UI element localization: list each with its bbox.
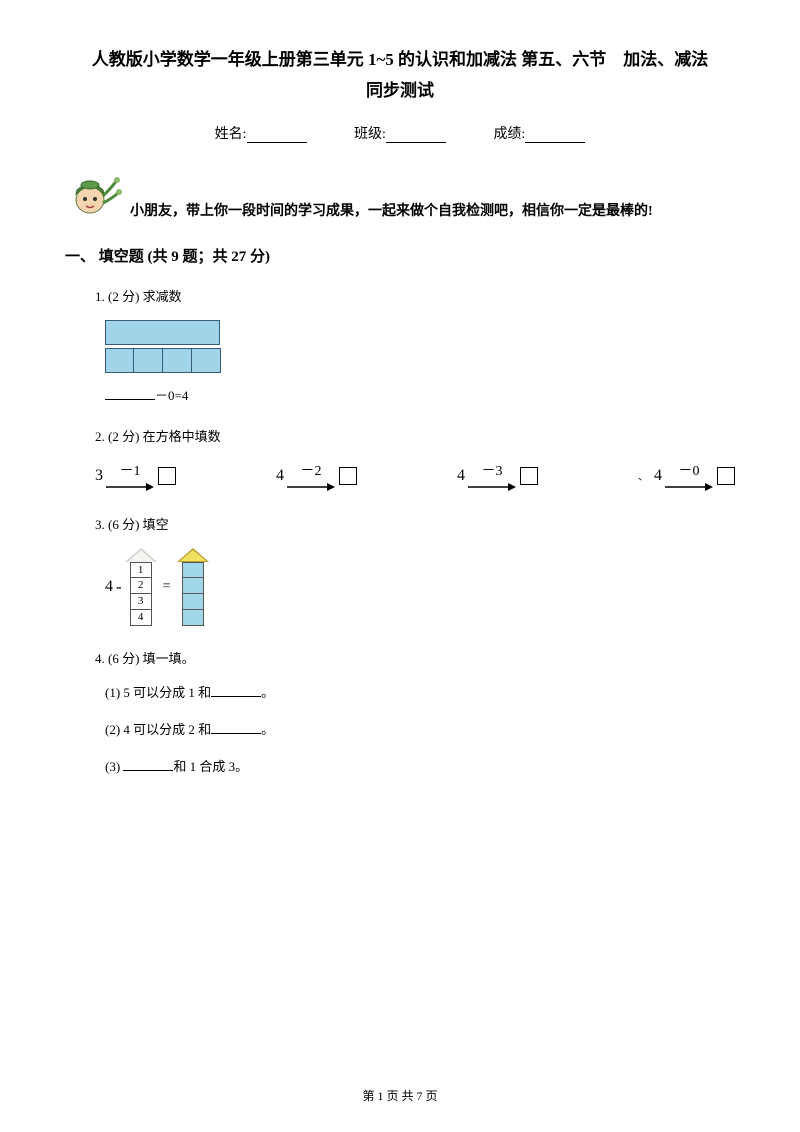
q2-arrow-row: 3 －1 4 －2 4 －3 、 4 bbox=[95, 460, 735, 492]
arrow-icon bbox=[468, 482, 516, 492]
q1-bars-figure bbox=[105, 320, 735, 373]
tower-cell: 2 bbox=[130, 578, 152, 594]
arrow-op: －1 bbox=[120, 460, 141, 480]
q1-text: 1. (2 分) 求减数 bbox=[95, 286, 735, 305]
name-blank[interactable] bbox=[247, 129, 307, 143]
bar-cell bbox=[163, 348, 192, 373]
arrow-start: 4 bbox=[276, 467, 284, 485]
score-label: 成绩: bbox=[493, 127, 525, 142]
q4-sub-1: (1) 5 可以分成 1 和 。 bbox=[105, 682, 735, 701]
arrow-item: 4 －2 bbox=[276, 460, 357, 492]
answer-box[interactable] bbox=[717, 467, 735, 485]
q1-eq-suffix: －0=4 bbox=[155, 388, 188, 403]
arrow-start: 4 bbox=[654, 467, 662, 485]
page-footer: 第 1 页 共 7 页 bbox=[0, 1087, 800, 1104]
dot-prefix: 、 bbox=[638, 468, 648, 483]
tower-cell: 1 bbox=[130, 562, 152, 578]
tower-cell: 3 bbox=[130, 594, 152, 610]
question-1: 1. (2 分) 求减数 －0=4 bbox=[95, 286, 735, 404]
bar-cell bbox=[192, 348, 221, 373]
tower-cell-blank[interactable] bbox=[182, 578, 204, 594]
fill-blank[interactable] bbox=[211, 696, 261, 697]
section-1-header: 一、 填空题 (共 9 题；共 27 分) bbox=[65, 245, 735, 266]
bar-top bbox=[105, 320, 220, 345]
question-4: 4. (6 分) 填一填。 (1) 5 可以分成 1 和。 (2) 4 可以分成… bbox=[95, 648, 735, 775]
q3-tower-figure: 4 - 1 2 3 4 = bbox=[105, 548, 735, 626]
q4-text: 4. (6 分) 填一填。 bbox=[95, 648, 735, 667]
tower-roof-inner bbox=[180, 550, 206, 561]
right-tower bbox=[177, 548, 209, 626]
arrow-op: －2 bbox=[301, 460, 322, 480]
left-tower: 1 2 3 4 bbox=[125, 548, 157, 626]
q3-text: 3. (6 分) 填空 bbox=[95, 514, 735, 533]
title-line-2: 同步测试 bbox=[65, 76, 735, 101]
tower-cell: 4 bbox=[130, 610, 152, 626]
fill-blank[interactable] bbox=[211, 733, 261, 734]
bar-cell bbox=[105, 348, 134, 373]
arrow-icon bbox=[665, 482, 713, 492]
arrow-op: －0 bbox=[679, 460, 700, 480]
q4-sub-2: (2) 4 可以分成 2 和 。 bbox=[105, 719, 735, 738]
answer-box[interactable] bbox=[339, 467, 357, 485]
arrow-op: －3 bbox=[482, 460, 503, 480]
q2-text: 2. (2 分) 在方格中填数 bbox=[95, 426, 735, 445]
fill-blank[interactable] bbox=[123, 770, 173, 771]
name-label: 姓名: bbox=[215, 127, 247, 142]
arrow-start: 4 bbox=[457, 467, 465, 485]
q4-sub-3: (3) 和 1 合成 3。 bbox=[105, 756, 735, 775]
class-blank[interactable] bbox=[386, 129, 446, 143]
arrow-item: 、 4 －0 bbox=[638, 460, 735, 492]
tower-cell-blank[interactable] bbox=[182, 562, 204, 578]
bar-bottom-row bbox=[105, 348, 735, 373]
bar-cell bbox=[134, 348, 163, 373]
answer-box[interactable] bbox=[158, 467, 176, 485]
title-line-1: 人教版小学数学一年级上册第三单元 1~5 的认识和加减法 第五、六节 加法、减法 bbox=[65, 45, 735, 76]
tower-left-label: 4 bbox=[105, 578, 113, 596]
q1-blank[interactable] bbox=[105, 399, 155, 400]
sub3-suffix: 和 1 合成 3。 bbox=[173, 759, 248, 774]
mascot-message: 小朋友，带上你一段时间的学习成果，一起来做个自我检测吧，相信你一定是最棒的! bbox=[130, 200, 653, 223]
tower-roof-icon bbox=[125, 548, 157, 562]
tower-cell-blank[interactable] bbox=[182, 594, 204, 610]
sub-text: (2) 4 可以分成 2 和 bbox=[105, 722, 211, 737]
dash-icon: - bbox=[116, 577, 122, 597]
score-blank[interactable] bbox=[525, 129, 585, 143]
mascot-row: 小朋友，带上你一段时间的学习成果，一起来做个自我检测吧，相信你一定是最棒的! bbox=[65, 168, 735, 223]
arrow-icon bbox=[106, 482, 154, 492]
arrow-start: 3 bbox=[95, 467, 103, 485]
arrow-icon bbox=[287, 482, 335, 492]
period: 。 bbox=[261, 722, 274, 737]
arrow-item: 3 －1 bbox=[95, 460, 176, 492]
class-label: 班级: bbox=[354, 127, 386, 142]
cartoon-mascot-icon bbox=[65, 168, 125, 223]
q1-equation: －0=4 bbox=[105, 385, 735, 404]
equals-sign: = bbox=[163, 579, 171, 595]
arrow-item: 4 －3 bbox=[457, 460, 538, 492]
question-2: 2. (2 分) 在方格中填数 3 －1 4 －2 4 －3 bbox=[95, 426, 735, 492]
student-info-row: 姓名: 班级: 成绩: bbox=[65, 123, 735, 143]
question-3: 3. (6 分) 填空 4 - 1 2 3 4 = bbox=[95, 514, 735, 626]
sub-text: (1) 5 可以分成 1 和 bbox=[105, 685, 211, 700]
sub-text: (3) bbox=[105, 759, 123, 774]
tower-cell-blank[interactable] bbox=[182, 610, 204, 626]
period: 。 bbox=[261, 685, 274, 700]
answer-box[interactable] bbox=[520, 467, 538, 485]
